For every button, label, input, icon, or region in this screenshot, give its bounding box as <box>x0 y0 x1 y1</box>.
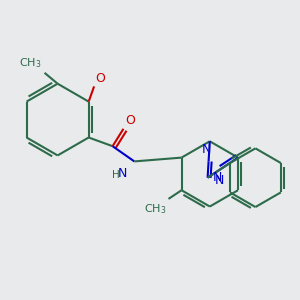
Text: N: N <box>202 143 211 156</box>
Text: N: N <box>213 171 222 184</box>
Text: H: H <box>112 170 120 180</box>
Text: O: O <box>126 114 136 127</box>
Text: O: O <box>95 72 105 85</box>
Text: N: N <box>117 167 127 180</box>
Text: CH$_3$: CH$_3$ <box>144 202 166 216</box>
Text: N: N <box>214 174 224 187</box>
Text: CH$_3$: CH$_3$ <box>19 56 41 70</box>
